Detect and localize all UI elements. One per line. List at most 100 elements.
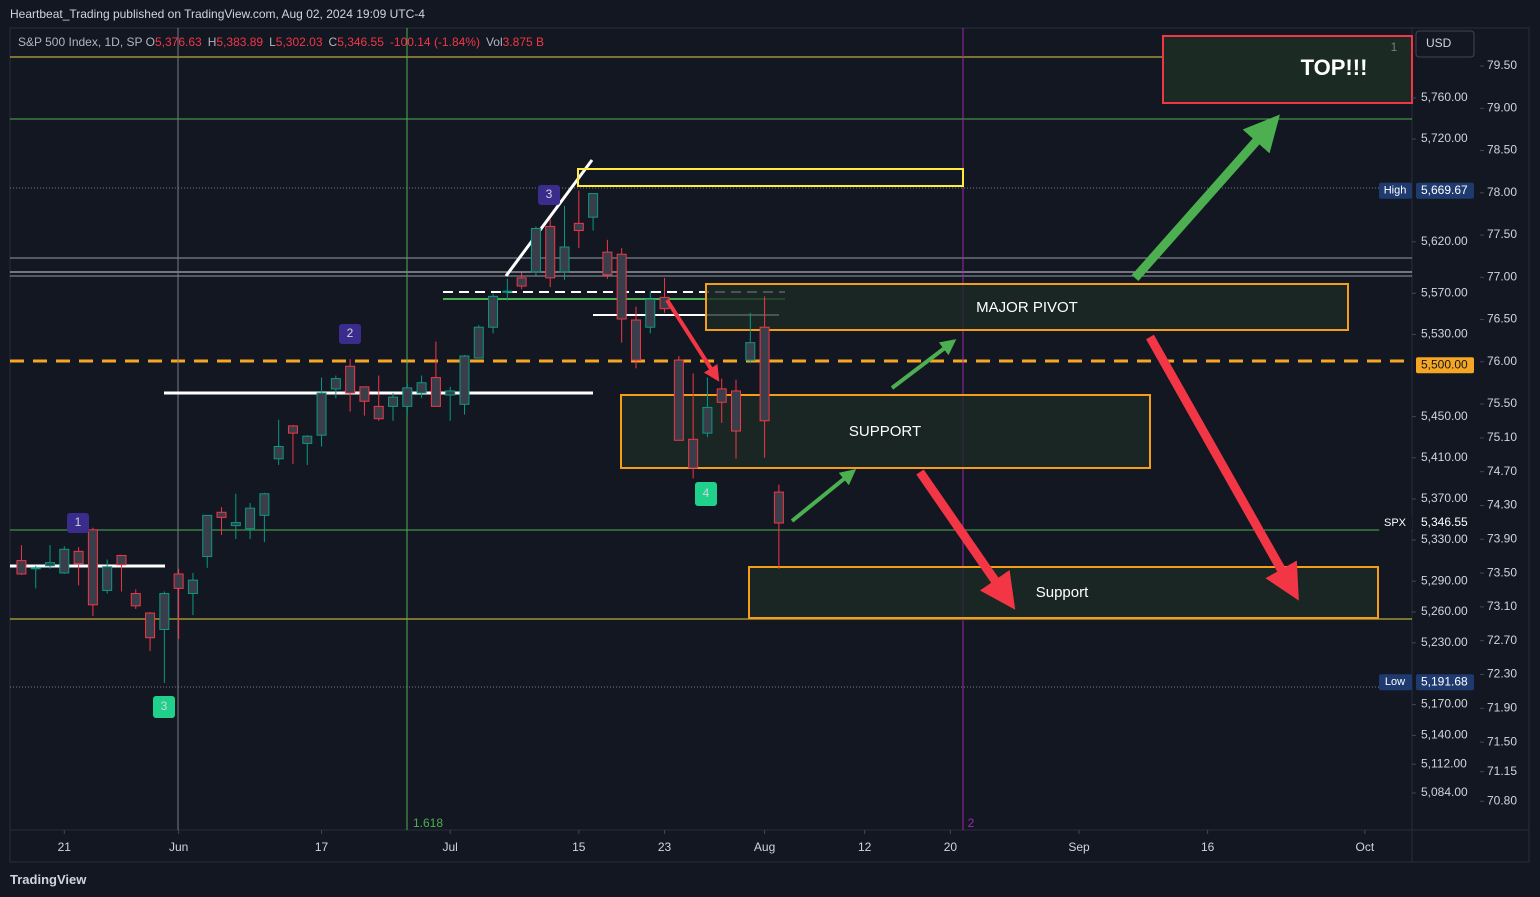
ohlc-value: -100.14 (-1.84%) <box>389 35 480 49</box>
candle-body <box>145 612 156 639</box>
annotation: MAJOR PIVOT <box>976 299 1078 316</box>
candle-body <box>602 251 613 276</box>
badge-label: 3 <box>161 699 168 713</box>
candle-body <box>187 579 198 595</box>
badge-label: 2 <box>347 326 354 340</box>
annotation: TOP!!! <box>1301 55 1368 80</box>
candle-body <box>702 406 713 434</box>
candle-body <box>545 225 556 279</box>
box <box>705 283 1349 331</box>
candle-body <box>573 222 584 232</box>
candle-body <box>530 228 541 273</box>
price-label: 5,346.55 <box>1421 515 1468 529</box>
y2-tick-label: 76.50 <box>1487 312 1517 326</box>
candle-body <box>688 438 699 469</box>
price-label-name-bg <box>1379 515 1412 532</box>
candle-body <box>73 550 84 565</box>
x-tick-label: 17 <box>315 840 329 854</box>
arrow <box>890 339 957 390</box>
badge <box>538 185 560 205</box>
badge-label: 1 <box>75 515 82 529</box>
price-label-bg <box>1416 182 1474 199</box>
y-tick-label: 5,112.00 <box>1421 756 1467 770</box>
x-tick-label: 12 <box>858 840 872 854</box>
candle-body <box>230 522 241 527</box>
y2-tick-label: 71.15 <box>1487 764 1517 778</box>
candle-body <box>302 435 313 444</box>
candle-body <box>745 342 756 361</box>
y-tick-label: 5,260.00 <box>1421 604 1468 618</box>
candle-body <box>345 365 356 394</box>
ohlc-key: L <box>269 35 276 49</box>
x-tick-label: 23 <box>658 840 672 854</box>
ohlc-key: O <box>145 35 155 49</box>
candle-body <box>45 562 56 567</box>
y-tick-label: 5,450.00 <box>1421 409 1468 423</box>
candle-body <box>116 554 127 566</box>
candle-body <box>102 566 113 591</box>
y-tick-label: 5,570.00 <box>1421 285 1468 299</box>
candle-body <box>473 326 484 359</box>
y-tick-label: 5,370.00 <box>1421 491 1468 505</box>
candle-body <box>402 387 413 407</box>
candle-body <box>673 359 684 441</box>
candle-body <box>588 193 599 218</box>
price-label-bg <box>1416 357 1474 374</box>
annotation: 2 <box>968 816 975 830</box>
candle-body <box>445 390 456 396</box>
candle-body <box>259 493 270 516</box>
annotation: Support <box>1036 584 1089 601</box>
candle-body <box>430 377 441 407</box>
candle-body <box>759 326 770 422</box>
y-tick-label: 5,720.00 <box>1421 131 1468 145</box>
y2-tick-label: 72.70 <box>1487 633 1517 647</box>
y-tick-label: 5,620.00 <box>1421 234 1468 248</box>
arrow <box>665 298 720 382</box>
badge <box>153 696 175 718</box>
candle-body <box>130 593 141 607</box>
price-label: 5,191.68 <box>1421 674 1468 688</box>
price-label: 5,500.00 <box>1421 357 1468 371</box>
candle-body <box>316 392 327 436</box>
arrow <box>916 469 1016 610</box>
y2-tick-label: 78.00 <box>1487 185 1517 199</box>
x-tick-label: Sep <box>1068 840 1090 854</box>
candle-body <box>30 567 41 570</box>
candle-body <box>373 405 384 420</box>
annotation: 1 <box>1391 40 1398 54</box>
ohlc-value: 5,383.89 <box>216 35 264 49</box>
annotation: 1.618 <box>413 816 443 830</box>
badge <box>67 513 89 533</box>
y-tick-label: 5,290.00 <box>1421 573 1468 587</box>
y-tick-label: 5,410.00 <box>1421 450 1468 464</box>
y2-tick-label: 79.00 <box>1487 100 1517 114</box>
candle-body <box>645 298 656 328</box>
y2-tick-label: 75.50 <box>1487 396 1517 410</box>
y-tick-label: 5,084.00 <box>1421 785 1468 799</box>
currency[interactable]: USD <box>1426 36 1452 50</box>
y-tick-label: 5,330.00 <box>1421 532 1468 546</box>
y-tick-label: 5,760.00 <box>1421 90 1468 104</box>
badge <box>695 482 717 506</box>
candle-body <box>459 355 470 405</box>
y2-tick-label: 71.50 <box>1487 734 1517 748</box>
ohlc-value: 5,302.03 <box>275 35 323 49</box>
x-tick-label: Jul <box>443 840 458 854</box>
candle-body <box>731 390 742 432</box>
y2-tick-label: 74.30 <box>1487 498 1517 512</box>
candle-body <box>488 295 499 328</box>
currency-box[interactable] <box>1415 30 1475 58</box>
x-tick-label: 15 <box>572 840 586 854</box>
box <box>1162 35 1413 104</box>
x-tick-label: Jun <box>169 840 188 854</box>
y2-tick-label: 73.10 <box>1487 599 1517 613</box>
x-tick-label: Aug <box>754 840 775 854</box>
candle-body <box>159 593 170 630</box>
y2-tick-label: 79.50 <box>1487 58 1517 72</box>
annotation: SUPPORT <box>849 423 921 440</box>
y2-tick-label: 75.10 <box>1487 430 1517 444</box>
price-label: 5,669.67 <box>1421 183 1468 197</box>
y2-tick-label: 77.00 <box>1487 269 1517 283</box>
